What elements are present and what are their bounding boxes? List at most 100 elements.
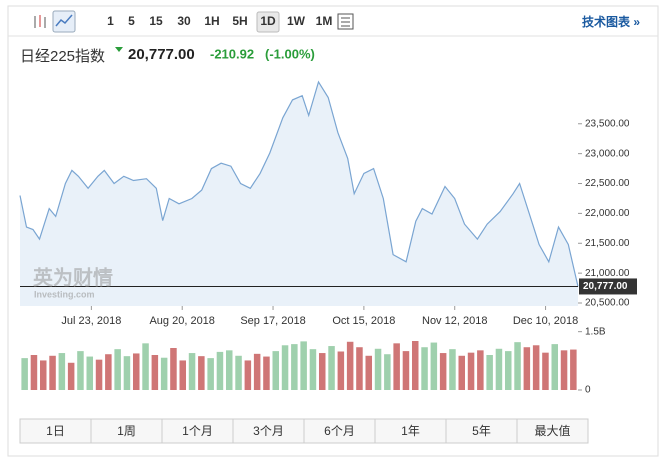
volume-bar <box>95 359 103 390</box>
volume-bar <box>49 355 56 390</box>
interval-button[interactable]: 5H <box>232 14 247 28</box>
range-button[interactable]: 1日 <box>46 424 65 438</box>
volume-bar <box>486 355 493 390</box>
last-price-label: 20,777.00 <box>583 281 628 292</box>
volume-bar <box>458 355 466 390</box>
volume-bar <box>430 342 438 390</box>
volume-bar <box>300 341 307 390</box>
volume-bar <box>114 349 121 390</box>
line-icon[interactable] <box>52 10 76 33</box>
range-button[interactable]: 最大值 <box>534 423 570 438</box>
volume-bar <box>384 354 391 390</box>
interval-button[interactable]: 1H <box>204 14 219 28</box>
interval-button[interactable]: 1M <box>316 14 333 28</box>
price-line <box>19 80 579 287</box>
y-tick-label: 1.5B <box>585 326 606 337</box>
change-pct: (-1.00%) <box>265 46 315 61</box>
volume-bar <box>374 348 382 390</box>
volume-bar <box>281 345 289 390</box>
x-tick-label: Aug 20, 2018 <box>149 315 214 327</box>
interval-button[interactable]: 1D <box>260 14 276 28</box>
volume-bar <box>235 355 242 390</box>
range-button[interactable]: 6个月 <box>324 424 355 438</box>
x-tick-label: Jul 23, 2018 <box>61 315 121 327</box>
price-area <box>20 81 578 307</box>
volume-bar <box>337 351 345 390</box>
y-tick-label: 23,500.00 <box>585 118 630 129</box>
volume-bar <box>449 349 456 390</box>
interval-button[interactable]: 1 <box>107 14 114 28</box>
volume-bar <box>504 351 512 390</box>
volume-bar <box>188 353 196 390</box>
tech-chart-link[interactable]: 技术图表 » <box>582 14 640 29</box>
x-tick-label: Dec 10, 2018 <box>513 315 578 327</box>
y-tick-label: 21,500.00 <box>585 238 630 249</box>
volume-bar <box>532 345 540 390</box>
volume-bar <box>309 349 317 390</box>
volume-bar <box>105 354 112 390</box>
volume-bar <box>551 344 559 390</box>
y-tick-label: 22,500.00 <box>585 178 630 189</box>
interval-button[interactable]: 15 <box>149 14 163 28</box>
last-price-box <box>579 278 637 295</box>
volume-bar <box>291 344 298 390</box>
volume-bar <box>495 348 503 390</box>
volume-bar <box>77 351 84 390</box>
volume-bar <box>523 347 531 390</box>
volume-bar <box>467 352 475 390</box>
range-button[interactable]: 1年 <box>401 424 420 438</box>
volume-bar <box>67 362 75 390</box>
volume-bar <box>253 353 261 390</box>
volume-bar <box>272 351 280 390</box>
volume-bar <box>216 351 224 390</box>
range-button[interactable]: 1周 <box>117 424 136 438</box>
candle-icon[interactable] <box>32 14 48 30</box>
watermark-en: Investing.com <box>34 289 95 299</box>
volume-bar <box>160 357 168 390</box>
volume-bar <box>421 347 428 390</box>
volume-bar <box>318 353 326 390</box>
settings-icon[interactable] <box>337 13 354 30</box>
volume-bar <box>170 348 177 390</box>
icon-line <box>55 14 73 27</box>
range-button[interactable]: 1个月 <box>182 424 213 438</box>
volume-bar <box>411 341 419 390</box>
volume-bar <box>402 351 410 390</box>
range-button[interactable]: 3个月 <box>253 424 284 438</box>
volume-bar <box>477 350 484 390</box>
y-tick-label: 20,500.00 <box>585 298 630 309</box>
volume-bar <box>198 356 205 390</box>
volume-bar <box>514 342 521 390</box>
volume-bar <box>179 360 187 390</box>
volume-bar <box>225 350 233 390</box>
x-tick-label: Nov 12, 2018 <box>422 315 487 327</box>
down-arrow <box>115 47 123 52</box>
interval-button[interactable]: 1W <box>287 14 306 28</box>
interval-button[interactable]: 30 <box>177 14 191 28</box>
volume-bar <box>142 343 149 390</box>
change: -210.92 <box>210 46 254 61</box>
volume-bar <box>244 360 252 390</box>
interval-active <box>256 11 280 33</box>
volume-bar <box>58 353 66 390</box>
volume-bar <box>207 358 214 390</box>
volume-bar <box>21 358 28 390</box>
index-name: 日经225指数 <box>20 48 105 65</box>
volume-bar <box>393 343 400 390</box>
volume-bar <box>151 355 159 390</box>
volume-bar <box>39 360 47 390</box>
range-button[interactable]: 5年 <box>472 424 491 438</box>
x-tick-label: Sep 17, 2018 <box>240 315 305 327</box>
volume-bar <box>356 347 363 390</box>
y-tick-label: 22,000.00 <box>585 208 630 219</box>
y-tick-label: 23,000.00 <box>585 148 630 159</box>
volume-bar <box>86 356 94 390</box>
volume-bar <box>328 346 335 390</box>
volume-bar <box>132 353 140 390</box>
interval-button[interactable]: 5 <box>128 14 135 28</box>
watermark-cn: 英为财情 <box>33 265 113 289</box>
x-tick-label: Oct 15, 2018 <box>332 315 395 327</box>
volume-bar <box>346 341 354 390</box>
